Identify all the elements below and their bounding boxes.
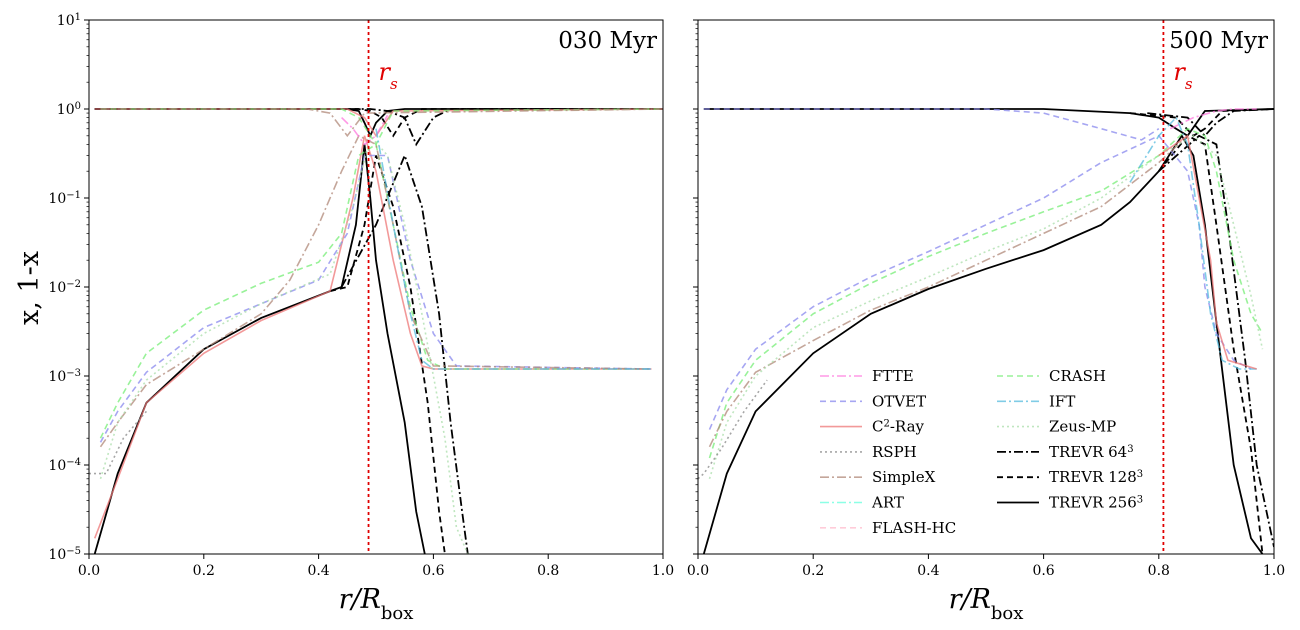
y-tick-label: 10−1: [48, 190, 81, 208]
legend-label: CRASH: [1049, 367, 1106, 385]
series-line: [100, 108, 663, 138]
series-line: [375, 128, 652, 370]
y-tick-label: 10−3: [48, 368, 81, 386]
x-tick-label: 0.8: [537, 563, 559, 579]
x-tick-label: 0.6: [1032, 563, 1054, 579]
series-group: [698, 108, 1274, 554]
series-line: [89, 410, 148, 475]
series-line: [1169, 108, 1257, 130]
series-line: [1158, 134, 1264, 554]
series-line: [708, 134, 1252, 430]
y-tick-label: 10−5: [48, 546, 81, 564]
series-line: [1129, 116, 1257, 370]
y-tick-label: 10−4: [48, 457, 81, 475]
panel-time-label: 500 Myr: [1169, 28, 1268, 54]
x-tick-label: 0.0: [78, 563, 100, 579]
legend-label: TREVR 2563: [1049, 494, 1143, 512]
series-line: [340, 152, 469, 554]
panel-time-label: 030 Myr: [558, 28, 657, 54]
rs-label: rs: [379, 58, 398, 93]
x-tick-label: 0.0: [687, 563, 709, 579]
x-tick-label: 0.4: [917, 563, 939, 579]
x-tick-label: 1.0: [652, 563, 674, 579]
series-line: [708, 135, 1189, 448]
series-line: [94, 108, 663, 147]
plot-frame: [88, 19, 664, 555]
series-line: [703, 108, 1160, 141]
x-tick-label: 0.8: [1148, 563, 1170, 579]
rs-label: rs: [1173, 58, 1192, 93]
series-line: [93, 135, 652, 539]
legend-label: IFT: [1049, 392, 1075, 410]
series-line: [698, 379, 768, 480]
series-line: [1158, 134, 1257, 370]
legend-label: OTVET: [872, 392, 926, 410]
x-tick-label: 0.4: [307, 563, 329, 579]
right-panel-500myr: rs 0.0 0.2 0.4 0.6 0.8 1.0 r/Rbox 500 Myr: [687, 19, 1285, 624]
x-tick-label: 0.6: [422, 563, 444, 579]
series-line: [93, 144, 426, 554]
legend-label: RSPH: [872, 443, 917, 461]
x-tick-label: 0.2: [193, 563, 215, 579]
legend-label: TREVR 643: [1049, 443, 1134, 461]
legend-label: ART: [871, 494, 904, 512]
legend-label: C2-Ray: [872, 418, 925, 436]
x-tick-label: 1.0: [1263, 563, 1285, 579]
y-tick-label: 100: [57, 101, 81, 119]
y-tick-label: 101: [57, 12, 81, 30]
legend-label: Zeus-MP: [1049, 418, 1116, 436]
series-line: [708, 127, 1264, 459]
x-tick-label: 0.2: [802, 563, 824, 579]
legend: FTTE OTVET C2-Ray RSPH SimpleX ART FLASH-HC CRA…: [820, 367, 1143, 537]
y-tick-label: 10−2: [48, 279, 81, 297]
series-line: [1158, 134, 1274, 548]
legend-label: FTTE: [872, 367, 914, 385]
left-panel-030myr: rs 0.0 0.2 0.4 0.6 0.8 1.0 10−5 10−4 10−3 10−2 10−1…: [48, 12, 674, 624]
series-group: [89, 108, 663, 554]
series-line: [99, 154, 652, 443]
series-line: [708, 134, 1264, 480]
legend-label: FLASH-HC: [872, 519, 956, 537]
y-axis-label: x, 1-x: [14, 251, 45, 325]
series-line: [99, 134, 652, 448]
series-line: [702, 134, 1264, 554]
plot-frame: [697, 19, 1275, 555]
legend-label: SimpleX: [872, 468, 936, 486]
series-line: [99, 134, 469, 554]
x-axis-label: r/Rbox: [339, 584, 414, 624]
legend-label: TREVR 1283: [1049, 468, 1143, 486]
series-line: [1147, 108, 1274, 138]
series-line: [341, 114, 389, 146]
series-line: [99, 143, 652, 439]
x-axis-label: r/Rbox: [949, 584, 1024, 624]
